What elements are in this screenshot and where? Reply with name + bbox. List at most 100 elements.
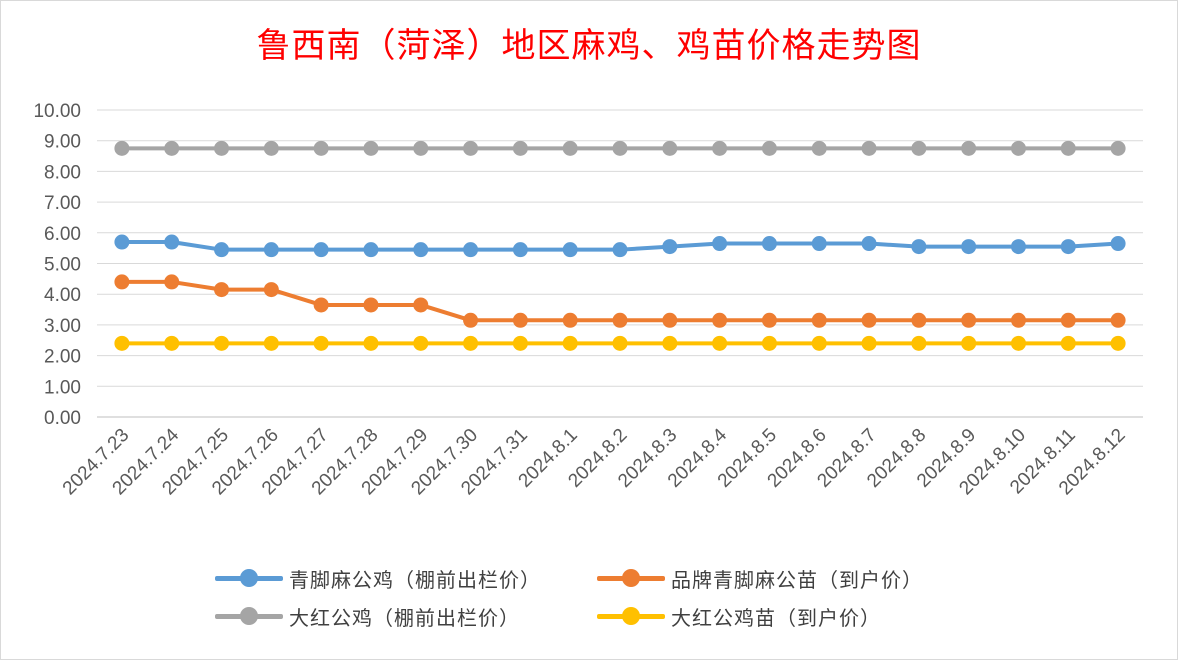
data-point: [761, 312, 777, 328]
data-point: [413, 297, 429, 313]
data-point: [1060, 239, 1076, 255]
data-point: [313, 140, 329, 156]
data-point: [164, 234, 180, 250]
data-point: [961, 312, 977, 328]
data-point: [263, 140, 279, 156]
data-point: [512, 140, 528, 156]
data-point: [861, 236, 877, 252]
legend-item-dahong-jimiao: 大红公鸡苗（到户价）: [597, 600, 881, 632]
data-point: [1010, 140, 1026, 156]
data-point: [911, 239, 927, 255]
data-point: [164, 335, 180, 351]
data-point: [363, 140, 379, 156]
data-point: [214, 335, 230, 351]
chart-title: 鲁西南（菏泽）地区麻鸡、鸡苗价格走势图: [256, 26, 922, 66]
legend-swatch-qingjiao-gongji: [215, 562, 283, 594]
legend-swatch-dahong-jimiao: [597, 600, 665, 632]
data-point: [463, 140, 479, 156]
data-point: [562, 335, 578, 351]
legend-label: 大红公鸡苗（到户价）: [671, 605, 881, 630]
data-point: [811, 236, 827, 252]
legend-swatch-pinpai-gongmiao: [597, 562, 665, 594]
data-point: [1110, 335, 1126, 351]
data-point: [463, 242, 479, 258]
data-point: [512, 335, 528, 351]
data-point: [861, 140, 877, 156]
data-point: [811, 312, 827, 328]
data-point: [662, 140, 678, 156]
y-tick-label: 2.00: [44, 347, 81, 368]
y-tick-label: 9.00: [44, 132, 81, 153]
chart-legend: 青脚麻公鸡（棚前出栏价） 品牌青脚麻公苗（到户价） 大红公鸡（棚前出栏价） 大红…: [0, 548, 1178, 668]
data-point: [712, 236, 728, 252]
data-point: [1010, 312, 1026, 328]
data-point: [164, 274, 180, 290]
data-point: [612, 242, 628, 258]
data-point: [712, 312, 728, 328]
data-point: [612, 312, 628, 328]
data-point: [413, 140, 429, 156]
data-point: [712, 140, 728, 156]
data-point: [164, 140, 180, 156]
y-tick-label: 3.00: [44, 316, 81, 337]
legend-label: 青脚麻公鸡（棚前出栏价）: [289, 567, 541, 592]
data-point: [911, 312, 927, 328]
data-point: [861, 312, 877, 328]
legend-swatch-dahong-gongji: [215, 600, 283, 632]
data-point: [612, 335, 628, 351]
data-point: [263, 335, 279, 351]
legend-label: 品牌青脚麻公苗（到户价）: [671, 567, 923, 592]
data-point: [861, 335, 877, 351]
data-point: [961, 239, 977, 255]
data-point: [313, 242, 329, 258]
data-point: [961, 140, 977, 156]
data-point: [1110, 140, 1126, 156]
y-tick-label: 5.00: [44, 255, 81, 276]
data-point: [761, 140, 777, 156]
y-tick-label: 10.00: [33, 101, 81, 122]
data-point: [263, 242, 279, 258]
data-point: [612, 140, 628, 156]
data-point: [363, 242, 379, 258]
data-point: [562, 242, 578, 258]
data-point: [363, 297, 379, 313]
data-point: [114, 274, 130, 290]
data-point: [1060, 140, 1076, 156]
data-point: [761, 335, 777, 351]
y-tick-label: 6.00: [44, 224, 81, 245]
data-point: [662, 239, 678, 255]
data-point: [512, 312, 528, 328]
y-tick-label: 4.00: [44, 285, 81, 306]
data-point: [761, 236, 777, 252]
data-point: [114, 335, 130, 351]
data-point: [463, 335, 479, 351]
data-point: [911, 335, 927, 351]
data-point: [363, 335, 379, 351]
y-tick-label: 0.00: [44, 408, 81, 429]
data-point: [413, 242, 429, 258]
data-point: [214, 242, 230, 258]
y-tick-label: 8.00: [44, 162, 81, 183]
legend-item-qingjiao-gongji: 青脚麻公鸡（棚前出栏价）: [215, 562, 541, 594]
data-point: [961, 335, 977, 351]
data-point: [1110, 312, 1126, 328]
data-point: [662, 335, 678, 351]
y-tick-label: 1.00: [44, 377, 81, 398]
data-point: [1060, 312, 1076, 328]
data-point: [1060, 335, 1076, 351]
legend-item-pinpai-gongmiao: 品牌青脚麻公苗（到户价）: [597, 562, 923, 594]
data-point: [811, 140, 827, 156]
y-tick-label: 7.00: [44, 193, 81, 214]
data-point: [313, 297, 329, 313]
data-point: [562, 140, 578, 156]
data-point: [512, 242, 528, 258]
data-point: [1010, 335, 1026, 351]
data-point: [1010, 239, 1026, 255]
data-point: [562, 312, 578, 328]
data-point: [662, 312, 678, 328]
data-point: [214, 282, 230, 298]
data-point: [114, 140, 130, 156]
data-point: [214, 140, 230, 156]
data-point: [811, 335, 827, 351]
